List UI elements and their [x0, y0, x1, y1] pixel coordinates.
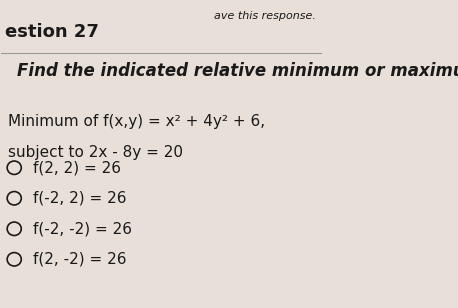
Text: Find the indicated relative minimum or maximum.: Find the indicated relative minimum or m… [17, 63, 458, 80]
Text: f(-2, -2) = 26: f(-2, -2) = 26 [33, 221, 132, 236]
Text: ave this response.: ave this response. [214, 10, 316, 21]
Text: Minimum of f(x,y) = x² + 4y² + 6,: Minimum of f(x,y) = x² + 4y² + 6, [8, 114, 265, 129]
Text: f(2, 2) = 26: f(2, 2) = 26 [33, 160, 121, 175]
Text: subject to 2x - 8y = 20: subject to 2x - 8y = 20 [8, 145, 183, 160]
Text: estion 27: estion 27 [5, 23, 98, 41]
Text: f(2, -2) = 26: f(2, -2) = 26 [33, 252, 127, 267]
Text: f(-2, 2) = 26: f(-2, 2) = 26 [33, 191, 127, 206]
